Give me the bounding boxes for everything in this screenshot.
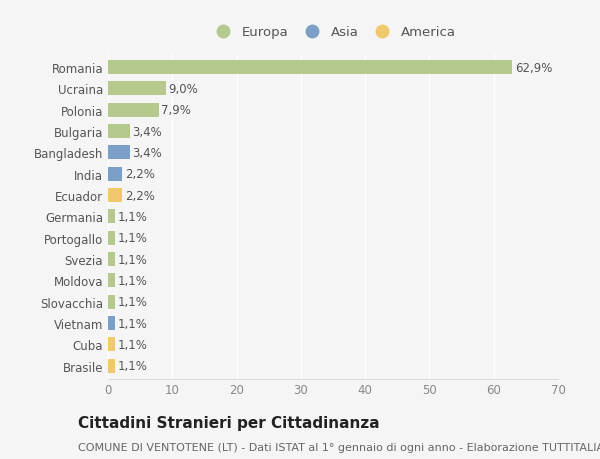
Bar bbox=[108, 274, 115, 288]
Text: Cittadini Stranieri per Cittadinanza: Cittadini Stranieri per Cittadinanza bbox=[78, 415, 380, 431]
Text: 1,1%: 1,1% bbox=[118, 210, 148, 224]
Bar bbox=[108, 61, 512, 75]
Text: 1,1%: 1,1% bbox=[118, 296, 148, 308]
Bar bbox=[108, 210, 115, 224]
Bar bbox=[108, 252, 115, 266]
Text: 62,9%: 62,9% bbox=[515, 62, 553, 74]
Bar bbox=[108, 168, 122, 181]
Bar bbox=[108, 359, 115, 373]
Text: 1,1%: 1,1% bbox=[118, 274, 148, 287]
Text: 9,0%: 9,0% bbox=[169, 83, 198, 95]
Bar bbox=[108, 189, 122, 202]
Text: 1,1%: 1,1% bbox=[118, 232, 148, 245]
Text: 2,2%: 2,2% bbox=[125, 168, 155, 181]
Bar bbox=[108, 146, 130, 160]
Text: 1,1%: 1,1% bbox=[118, 253, 148, 266]
Text: 2,2%: 2,2% bbox=[125, 189, 155, 202]
Bar bbox=[108, 82, 166, 96]
Bar bbox=[108, 104, 159, 118]
Text: COMUNE DI VENTOTENE (LT) - Dati ISTAT al 1° gennaio di ogni anno - Elaborazione : COMUNE DI VENTOTENE (LT) - Dati ISTAT al… bbox=[78, 442, 600, 452]
Text: 3,4%: 3,4% bbox=[133, 146, 162, 159]
Bar bbox=[108, 316, 115, 330]
Text: 7,9%: 7,9% bbox=[161, 104, 191, 117]
Legend: Europa, Asia, America: Europa, Asia, America bbox=[208, 24, 458, 42]
Text: 1,1%: 1,1% bbox=[118, 359, 148, 372]
Text: 1,1%: 1,1% bbox=[118, 317, 148, 330]
Bar bbox=[108, 295, 115, 309]
Bar bbox=[108, 231, 115, 245]
Text: 3,4%: 3,4% bbox=[133, 125, 162, 138]
Text: 1,1%: 1,1% bbox=[118, 338, 148, 351]
Bar bbox=[108, 338, 115, 352]
Bar bbox=[108, 125, 130, 139]
